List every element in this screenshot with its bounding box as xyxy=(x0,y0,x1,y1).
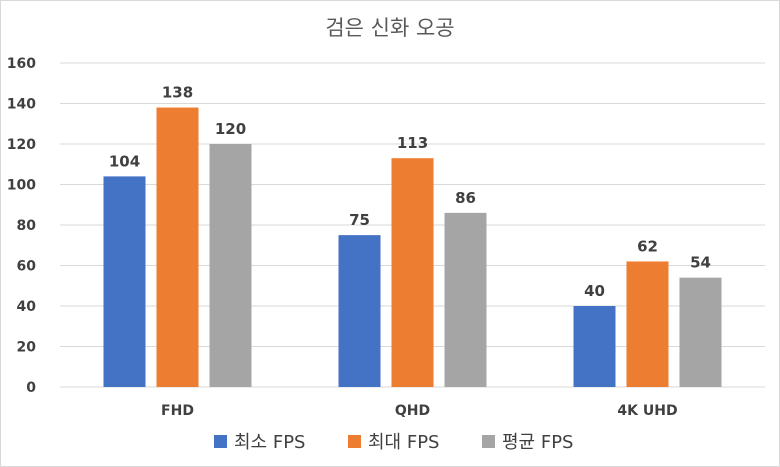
y-tick-label: 80 xyxy=(17,218,37,234)
bars xyxy=(103,107,722,388)
legend-label: 최대 FPS xyxy=(368,432,439,453)
data-label: 62 xyxy=(637,237,658,255)
data-label: 75 xyxy=(349,211,370,229)
x-category-label: QHD xyxy=(395,403,430,419)
legend: 최소 FPS 최대 FPS 평균 FPS xyxy=(214,432,573,453)
bar xyxy=(209,144,252,387)
chart-title: 검은 신화 오공 xyxy=(325,16,454,40)
y-tick-label: 160 xyxy=(7,56,36,72)
y-tick-label: 140 xyxy=(7,97,36,113)
data-label: 40 xyxy=(584,282,605,300)
x-axis-categories: FHD QHD 4K UHD xyxy=(161,403,678,419)
bar xyxy=(444,212,487,387)
y-tick-label: 20 xyxy=(17,340,37,356)
x-category-label: 4K UHD xyxy=(617,403,677,419)
legend-swatch xyxy=(348,435,361,448)
y-tick-label: 0 xyxy=(26,380,36,396)
bar xyxy=(679,277,722,387)
y-tick-label: 100 xyxy=(7,178,36,194)
bar xyxy=(156,107,199,388)
bar xyxy=(103,176,146,387)
data-label: 120 xyxy=(215,120,246,138)
data-labels: 104 138 120 75 113 86 40 62 54 xyxy=(109,84,711,300)
y-tick-label: 120 xyxy=(7,137,36,153)
bar xyxy=(626,261,669,387)
data-label: 138 xyxy=(162,84,193,102)
data-label: 113 xyxy=(397,134,428,152)
x-category-label: FHD xyxy=(161,403,194,419)
bar xyxy=(391,158,434,387)
legend-label: 최소 FPS xyxy=(234,432,305,453)
legend-swatch xyxy=(482,435,495,448)
data-label: 54 xyxy=(690,254,711,272)
bar xyxy=(338,235,381,387)
data-label: 86 xyxy=(455,189,476,207)
legend-label: 평균 FPS xyxy=(502,432,573,453)
y-tick-label: 60 xyxy=(17,259,37,275)
data-label: 104 xyxy=(109,152,140,170)
legend-swatch xyxy=(214,435,227,448)
y-tick-label: 40 xyxy=(17,299,37,315)
y-axis-ticks: 0 20 40 60 80 100 120 140 160 xyxy=(7,56,36,396)
bar xyxy=(573,306,616,387)
